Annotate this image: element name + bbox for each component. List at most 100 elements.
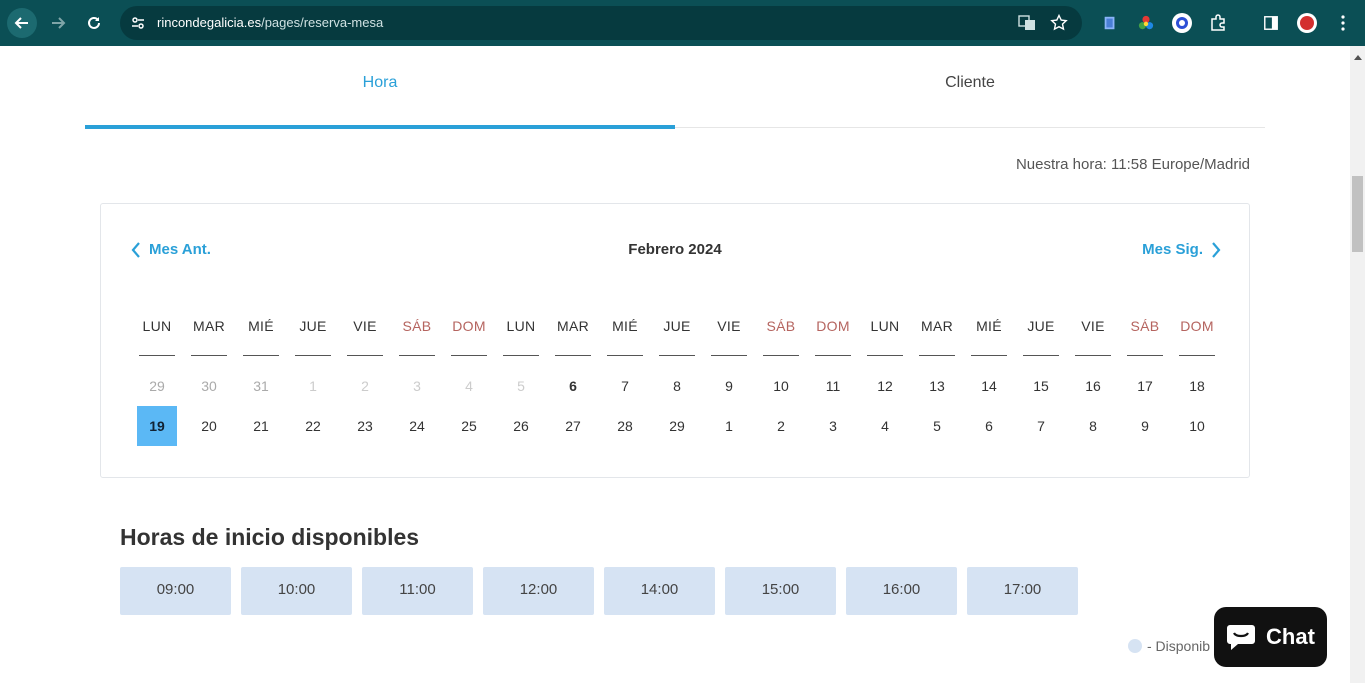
day-number: 15	[1033, 378, 1049, 394]
weekday-label: VIE	[339, 318, 391, 356]
day-cell[interactable]: 4	[859, 406, 911, 446]
day-number: 31	[253, 378, 269, 394]
tab-cliente[interactable]: Cliente	[945, 74, 995, 91]
day-cell[interactable]: 25	[443, 406, 495, 446]
reload-button[interactable]	[79, 8, 109, 38]
weekday-label: MAR	[183, 318, 235, 356]
day-cell[interactable]: 11	[807, 366, 859, 406]
day-cell[interactable]: 1	[703, 406, 755, 446]
weekday-label: MIÉ	[963, 318, 1015, 356]
time-slot-button[interactable]: 15:00	[725, 567, 836, 615]
day-cell[interactable]: 14	[963, 366, 1015, 406]
day-cell[interactable]: 10	[755, 366, 807, 406]
day-number: 14	[981, 378, 997, 394]
day-cell[interactable]: 10	[1171, 406, 1223, 446]
time-slot-button[interactable]: 17:00	[967, 567, 1078, 615]
browser-menu-icon[interactable]	[1332, 12, 1354, 34]
translate-icon[interactable]	[1018, 14, 1036, 32]
day-cell[interactable]: 22	[287, 406, 339, 446]
day-number: 10	[773, 378, 789, 394]
day-cell[interactable]: 6	[963, 406, 1015, 446]
day-cell[interactable]: 7	[1015, 406, 1067, 446]
extension-color-icon[interactable]	[1135, 12, 1157, 34]
day-cell[interactable]: 26	[495, 406, 547, 446]
chat-button[interactable]: Chat	[1214, 607, 1327, 667]
day-cell[interactable]: 12	[859, 366, 911, 406]
weekday-label: VIE	[1067, 318, 1119, 356]
back-button[interactable]	[7, 8, 37, 38]
time-slot-button[interactable]: 14:00	[604, 567, 715, 615]
forward-button[interactable]	[43, 8, 73, 38]
day-number: 10	[1189, 418, 1205, 434]
day-cell[interactable]: 9	[703, 366, 755, 406]
back-arrow-icon	[14, 17, 28, 29]
profile-avatar[interactable]	[1296, 12, 1318, 34]
calendar-week-row: 29 30 31 1 2 3 4 5 6 7 8 9 10 11 12 13 14 15 16 17 18	[131, 366, 1223, 406]
side-panel-icon[interactable]	[1260, 12, 1282, 34]
day-cell-selected[interactable]: 19	[131, 406, 183, 446]
weekday-label: MIÉ	[599, 318, 651, 356]
extensions-puzzle-icon[interactable]	[1207, 12, 1229, 34]
tab-hora[interactable]: Hora	[85, 46, 675, 129]
day-cell[interactable]: 24	[391, 406, 443, 446]
day-cell: 5	[495, 366, 547, 406]
time-slot-button[interactable]: 09:00	[120, 567, 231, 615]
reload-icon	[88, 16, 100, 29]
time-slot-button[interactable]: 11:00	[362, 567, 473, 615]
day-cell[interactable]: 2	[755, 406, 807, 446]
page-scrollbar[interactable]	[1350, 46, 1365, 683]
day-cell[interactable]: 29	[651, 406, 703, 446]
day-cell[interactable]: 9	[1119, 406, 1171, 446]
day-number: 30	[201, 378, 217, 394]
time-slot-button[interactable]: 10:00	[241, 567, 352, 615]
calendar: Mes Ant. Febrero 2024 Mes Sig. LUN MAR MIÉ…	[100, 203, 1250, 478]
day-number: 2	[361, 378, 369, 394]
weekday-label: MIÉ	[235, 318, 287, 356]
day-cell[interactable]: 7	[599, 366, 651, 406]
day-cell[interactable]: 16	[1067, 366, 1119, 406]
weekday-label: JUE	[651, 318, 703, 356]
site-settings-icon[interactable]	[130, 15, 146, 31]
day-number: 20	[201, 418, 217, 434]
scrollbar-thumb[interactable]	[1352, 176, 1363, 252]
next-month-button[interactable]: Mes Sig.	[1142, 241, 1221, 258]
day-cell[interactable]: 8	[651, 366, 703, 406]
scroll-up-icon[interactable]	[1354, 55, 1362, 60]
day-cell[interactable]: 6	[547, 366, 599, 406]
day-cell[interactable]: 8	[1067, 406, 1119, 446]
time-slot-button[interactable]: 12:00	[483, 567, 594, 615]
day-cell[interactable]: 18	[1171, 366, 1223, 406]
day-cell[interactable]: 23	[339, 406, 391, 446]
weekday-label: SÁB	[1119, 318, 1171, 356]
day-cell[interactable]: 20	[183, 406, 235, 446]
available-dot-icon	[1128, 639, 1142, 653]
day-number: 16	[1085, 378, 1101, 394]
day-cell[interactable]: 15	[1015, 366, 1067, 406]
day-cell[interactable]: 3	[807, 406, 859, 446]
day-number: 1	[725, 418, 733, 434]
day-number: 6	[569, 378, 577, 394]
day-cell: 2	[339, 366, 391, 406]
time-slot-button[interactable]: 16:00	[846, 567, 957, 615]
weekday-label: LUN	[859, 318, 911, 356]
weekday-label: DOM	[1171, 318, 1223, 356]
day-cell[interactable]: 27	[547, 406, 599, 446]
day-cell[interactable]: 13	[911, 366, 963, 406]
day-cell[interactable]: 28	[599, 406, 651, 446]
day-number: 18	[1189, 378, 1205, 394]
day-cell[interactable]: 21	[235, 406, 287, 446]
bookmark-star-icon[interactable]	[1050, 14, 1068, 32]
extension-circle-icon[interactable]	[1171, 12, 1193, 34]
day-cell[interactable]: 5	[911, 406, 963, 446]
address-bar[interactable]: rincondegalicia.es/pages/reserva-mesa	[120, 6, 1082, 40]
day-number: 22	[305, 418, 321, 434]
prev-month-button[interactable]: Mes Ant.	[131, 241, 211, 258]
day-cell: 29	[131, 366, 183, 406]
day-cell: 4	[443, 366, 495, 406]
extension-docs-icon[interactable]	[1099, 12, 1121, 34]
day-number: 25	[461, 418, 477, 434]
day-number: 26	[513, 418, 529, 434]
day-number: 19	[137, 406, 177, 446]
day-cell[interactable]: 17	[1119, 366, 1171, 406]
day-number: 7	[621, 378, 629, 394]
